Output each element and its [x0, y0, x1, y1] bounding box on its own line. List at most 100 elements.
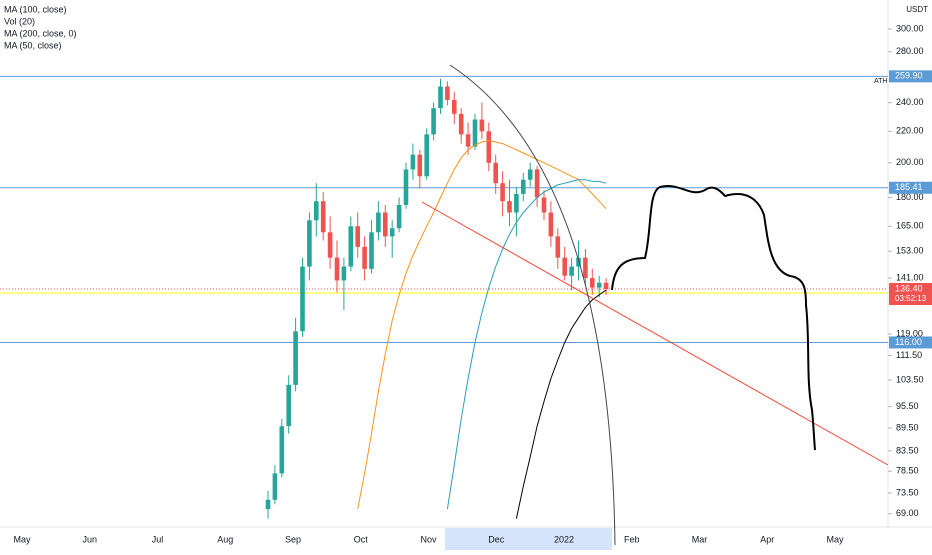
- candle-body: [452, 99, 457, 114]
- moving-average: [446, 179, 607, 510]
- candle-body: [327, 232, 333, 258]
- countdown-label: 03:52:13: [895, 294, 927, 303]
- level-note: ATH: [874, 78, 887, 85]
- candle-body: [403, 169, 409, 205]
- x-tick-label: Oct: [354, 534, 369, 544]
- x-tick-label: May: [13, 534, 31, 544]
- y-tick-label: 78.50: [896, 466, 919, 476]
- candle-body: [389, 228, 395, 237]
- candle-body: [376, 212, 381, 233]
- x-tick-label: Jun: [82, 534, 97, 544]
- y-tick-label: 280.00: [896, 46, 924, 56]
- arc-drawing: [449, 64, 616, 546]
- candle-body: [548, 212, 554, 237]
- candle-body: [272, 473, 278, 500]
- candle-body: [445, 86, 450, 100]
- moving-average: [357, 139, 607, 510]
- candle-body: [279, 426, 285, 474]
- candle-body: [500, 183, 505, 202]
- candle-body: [521, 179, 526, 194]
- indicator-label: MA (100, close): [4, 4, 67, 14]
- candle-body: [320, 201, 326, 233]
- indicator-label: MA (50, close): [4, 40, 62, 50]
- price-tag-label: 259.90: [895, 71, 923, 81]
- candle-body: [362, 246, 367, 269]
- y-tick-label: 141.00: [896, 272, 924, 282]
- candle-body: [341, 266, 347, 281]
- candle-body: [334, 257, 340, 281]
- price-tag: [889, 181, 932, 194]
- price-tag: [889, 70, 932, 83]
- trend-line: [421, 201, 889, 466]
- currency-label: USDT: [906, 5, 928, 14]
- y-tick-label: 220.00: [896, 126, 924, 136]
- candle-body: [596, 282, 602, 288]
- candle-body: [348, 226, 354, 267]
- candle-body: [396, 204, 402, 229]
- candle-body: [458, 113, 464, 135]
- candle-body: [569, 266, 574, 276]
- candle-body: [355, 226, 360, 247]
- candle-body: [603, 282, 609, 290]
- y-tick-label: 89.50: [896, 422, 919, 432]
- y-tick-label: 200.00: [896, 157, 924, 167]
- y-tick-label: 73.50: [896, 487, 919, 497]
- x-tick-label: Mar: [692, 534, 708, 544]
- candle-body: [300, 266, 305, 332]
- candle-body: [590, 278, 595, 288]
- candle-body: [417, 154, 423, 177]
- x-tick-label: May: [826, 534, 844, 544]
- candle-body: [527, 169, 533, 180]
- candle-body: [314, 201, 319, 221]
- indicator-label: Vol (20): [4, 16, 35, 26]
- y-tick-label: 83.50: [896, 445, 919, 455]
- candle-body: [576, 257, 581, 267]
- x-tick-label: Apr: [760, 534, 774, 544]
- price-tag-label: 116.00: [895, 337, 922, 347]
- candle-body: [472, 119, 478, 147]
- candle-body: [431, 108, 436, 135]
- candle-body: [424, 134, 429, 177]
- y-tick-label: 69.00: [896, 508, 919, 518]
- y-tick-label: 119.00: [896, 328, 923, 338]
- y-tick-label: 95.50: [896, 401, 919, 411]
- candle-body: [479, 119, 485, 132]
- candle-body: [493, 162, 498, 184]
- x-tick-label: Jul: [152, 534, 164, 544]
- candle-body: [486, 131, 492, 163]
- x-tick-label: Aug: [217, 534, 233, 544]
- candle-body: [507, 201, 512, 213]
- x-tick-label: Nov: [420, 534, 437, 544]
- y-tick-label: 300.00: [896, 23, 924, 33]
- x-tick-label: 2022: [554, 534, 574, 544]
- candle-body: [369, 232, 374, 269]
- moving-average: [515, 289, 607, 519]
- candle-body: [583, 257, 588, 279]
- freehand-drawing: [611, 185, 816, 451]
- candle-body: [541, 197, 547, 213]
- candle-body: [383, 212, 388, 237]
- y-tick-label: 165.00: [896, 221, 924, 231]
- price-axis: [888, 0, 932, 550]
- x-tick-label: Dec: [488, 534, 505, 544]
- candle-body: [534, 169, 540, 198]
- price-tag-label: 136.40: [895, 283, 923, 293]
- candle-body: [410, 154, 416, 170]
- candle-body: [307, 220, 312, 267]
- y-tick-label: 240.00: [896, 97, 924, 107]
- candle-body: [514, 193, 519, 213]
- y-tick-label: 103.50: [896, 374, 924, 384]
- indicator-label: MA (200, close, 0): [4, 28, 77, 38]
- time-range-highlight: [445, 528, 612, 550]
- x-tick-label: Feb: [624, 534, 640, 544]
- price-tag: [889, 283, 932, 306]
- candle-body: [555, 236, 561, 258]
- y-tick-label: 180.00: [896, 192, 924, 202]
- price-tag-label: 185.41: [895, 182, 923, 192]
- candle-body: [286, 384, 291, 427]
- candle-body: [438, 86, 443, 109]
- candle-body: [293, 331, 298, 385]
- price-tag: [889, 336, 932, 349]
